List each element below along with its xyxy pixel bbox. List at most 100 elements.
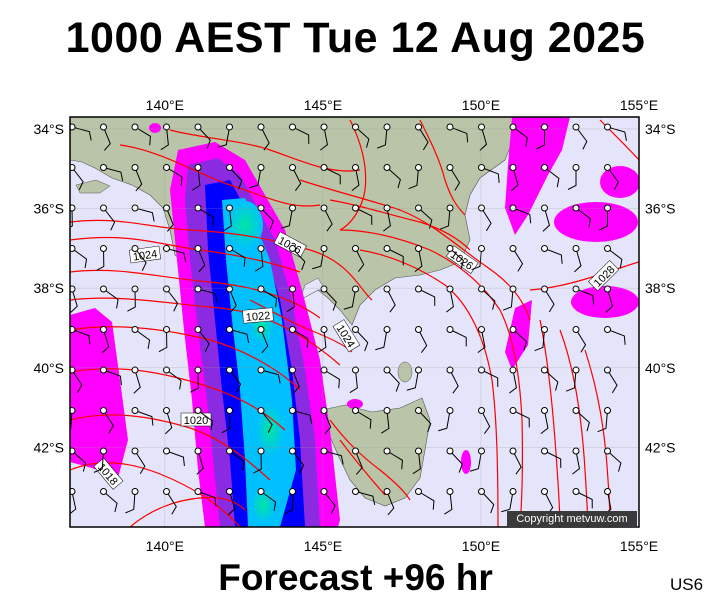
wind-barb bbox=[352, 447, 363, 475]
wind-barb bbox=[572, 407, 590, 432]
wind-barb bbox=[383, 447, 403, 470]
wind-barb bbox=[257, 123, 270, 151]
rain-band-west bbox=[170, 142, 340, 527]
wind-barb bbox=[226, 164, 243, 190]
wind-barb bbox=[351, 164, 360, 192]
wind-barb bbox=[509, 123, 528, 147]
wind-barb bbox=[286, 285, 296, 313]
wind-barb bbox=[478, 164, 500, 183]
wind-barb bbox=[383, 245, 404, 266]
wind-barb bbox=[572, 447, 580, 475]
wind-barb bbox=[320, 366, 340, 389]
wind-barb bbox=[249, 164, 265, 189]
wind-barb bbox=[352, 245, 365, 273]
wind-barb bbox=[439, 204, 454, 230]
wind-barb bbox=[572, 204, 591, 228]
wind-barb bbox=[194, 204, 214, 227]
wind-barb bbox=[320, 407, 332, 435]
wind-barb bbox=[408, 164, 422, 190]
wind-barb bbox=[375, 326, 391, 351]
wind-barb bbox=[289, 366, 300, 394]
wind-barb bbox=[343, 285, 359, 310]
wind-barbs bbox=[70, 123, 627, 516]
lat-tick-right-38: 38°S bbox=[645, 280, 676, 296]
wind-barb bbox=[100, 366, 122, 386]
wind-barb bbox=[289, 447, 305, 474]
wind-barb bbox=[257, 326, 269, 354]
wind-barb bbox=[100, 123, 111, 151]
wind-barb bbox=[509, 164, 519, 192]
wind-barb bbox=[131, 204, 155, 222]
wind-barb bbox=[565, 366, 580, 392]
wind-barb bbox=[70, 488, 77, 516]
wind-barb bbox=[412, 447, 422, 475]
wind-barb bbox=[572, 488, 593, 509]
wind-barb bbox=[604, 285, 614, 313]
wind-barb bbox=[599, 204, 611, 231]
lat-tick-right-36: 36°S bbox=[645, 201, 676, 217]
wind-barb bbox=[572, 285, 595, 305]
wind-barb bbox=[226, 488, 236, 516]
wind-barb bbox=[320, 204, 333, 232]
wind-barb bbox=[95, 245, 107, 272]
lon-tick-top-150: 150°E bbox=[462, 97, 500, 113]
wind-barb bbox=[318, 326, 328, 353]
wind-barb bbox=[194, 407, 214, 430]
wind-barb bbox=[70, 204, 76, 231]
wind-barb bbox=[100, 164, 124, 182]
wind-barb bbox=[194, 285, 218, 303]
wind-barb bbox=[70, 326, 91, 345]
wind-barb bbox=[194, 326, 210, 352]
lat-tick-left-36: 36°S bbox=[33, 201, 64, 217]
wind-barb bbox=[597, 407, 611, 433]
wind-barb bbox=[406, 366, 422, 391]
wind-barb bbox=[383, 488, 395, 516]
wind-barb bbox=[541, 164, 560, 188]
lon-tick-top-145: 145°E bbox=[304, 97, 342, 113]
lon-tick-top-140: 140°E bbox=[146, 97, 184, 113]
wind-barb bbox=[125, 488, 139, 514]
wind-barb bbox=[415, 326, 428, 354]
svg-text:1020: 1020 bbox=[184, 415, 208, 427]
wind-barb bbox=[536, 123, 548, 150]
wind-barb bbox=[604, 123, 627, 141]
wind-barb bbox=[478, 204, 492, 232]
wind-barb bbox=[320, 285, 337, 311]
map-title: 1000 AEST Tue 12 Aug 2025 bbox=[65, 14, 646, 62]
wind-barb bbox=[320, 123, 328, 151]
wind-barb bbox=[477, 326, 486, 354]
wind-barb bbox=[257, 366, 281, 384]
wind-barb bbox=[226, 447, 245, 471]
wind-barb bbox=[509, 245, 524, 272]
wind-barb bbox=[194, 447, 204, 475]
land-flinders-island bbox=[397, 361, 413, 383]
wind-barb bbox=[381, 407, 391, 434]
map-frame bbox=[69, 116, 640, 528]
wind-barb bbox=[383, 204, 391, 232]
wind-barb bbox=[320, 488, 336, 514]
wind-barb bbox=[70, 366, 83, 394]
wind-barb bbox=[541, 366, 559, 391]
wind-barb bbox=[509, 407, 530, 428]
wind-barb bbox=[415, 488, 435, 510]
model-code: US6 bbox=[670, 575, 704, 594]
wind-barb bbox=[444, 488, 454, 515]
wind-barb bbox=[446, 245, 464, 270]
wind-barb bbox=[226, 326, 250, 344]
isobars bbox=[70, 119, 639, 527]
lat-tick-left-40: 40°S bbox=[33, 360, 64, 376]
wind-barb bbox=[478, 407, 491, 435]
wind-barb bbox=[352, 488, 376, 506]
wind-barb bbox=[131, 407, 154, 426]
wind-barb bbox=[194, 245, 206, 273]
wind-barb bbox=[604, 164, 619, 191]
wind-barb bbox=[289, 407, 313, 425]
wind-barb bbox=[100, 285, 119, 309]
wind-barb bbox=[320, 164, 341, 185]
wind-barb bbox=[70, 123, 92, 141]
wind-barb bbox=[414, 245, 423, 273]
wind-barb bbox=[501, 488, 517, 513]
wind-barb bbox=[509, 366, 517, 394]
forecast-label: Forecast +96 hr bbox=[218, 557, 493, 598]
lat-tick-right-34: 34°S bbox=[645, 121, 676, 137]
